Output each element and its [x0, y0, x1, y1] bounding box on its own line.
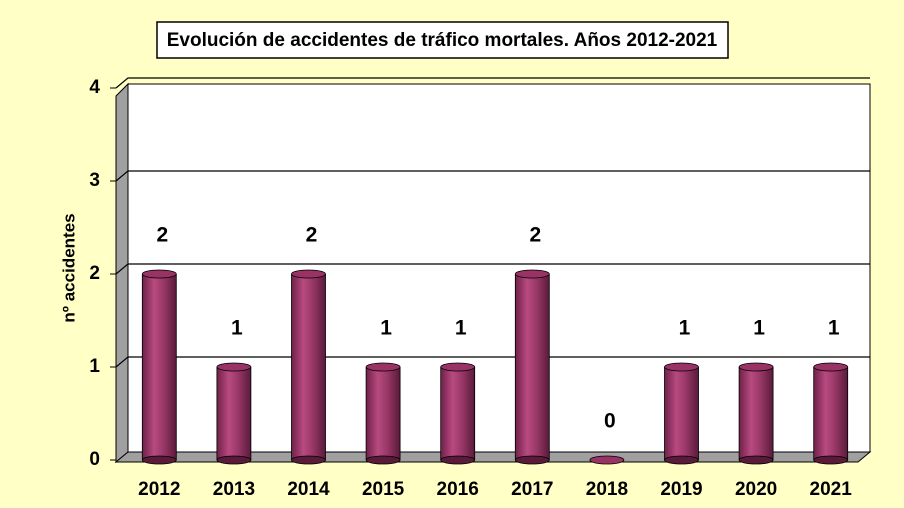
bar-body	[440, 367, 475, 460]
bar-top	[514, 269, 550, 279]
data-label: 0	[604, 410, 616, 433]
bar-body	[216, 367, 251, 460]
bar-top	[589, 455, 625, 465]
y-tick-label: 2	[89, 263, 100, 284]
data-label: 2	[529, 224, 541, 247]
bar-top	[440, 362, 476, 372]
x-tick-label: 2019	[660, 479, 702, 500]
bar-base	[514, 455, 550, 465]
x-tick-label: 2020	[735, 479, 777, 500]
y-tick-label: 3	[89, 170, 100, 191]
x-tick-label: 2015	[362, 479, 405, 500]
bar-body	[142, 274, 177, 460]
y-axis-label: nº accidentes	[59, 213, 78, 322]
data-label: 2	[156, 224, 168, 247]
x-tick-label: 2017	[511, 479, 553, 500]
grid-line	[115, 356, 870, 368]
grid-line	[115, 77, 870, 89]
data-label: 1	[231, 317, 243, 340]
title-box	[156, 21, 729, 59]
x-tick-label: 2016	[437, 479, 479, 500]
bar	[440, 362, 476, 465]
data-label: 1	[679, 317, 691, 340]
x-tick-label: 2018	[586, 479, 628, 500]
data-label: 1	[380, 317, 392, 340]
y-tick-label: 0	[89, 449, 100, 470]
y-tick-label: 4	[89, 77, 100, 98]
chart-title: Evolución de accidentes de tráfico morta…	[167, 30, 718, 51]
x-tick-label: 2013	[213, 479, 255, 500]
data-label: 1	[455, 317, 467, 340]
bar	[664, 362, 699, 465]
bar-base	[813, 455, 849, 465]
bar-base	[291, 455, 326, 465]
x-tick-label: 2012	[138, 479, 180, 500]
bar-body	[366, 367, 401, 460]
bar-body	[664, 367, 699, 460]
bar-body	[291, 274, 326, 460]
data-label: 1	[828, 317, 840, 340]
x-tick-label: 2021	[810, 479, 853, 500]
bar-top	[813, 362, 849, 372]
bar	[738, 362, 774, 465]
bar-top	[141, 269, 177, 279]
bar-base	[664, 455, 699, 465]
bar-body	[813, 367, 848, 460]
bar-base	[440, 455, 476, 465]
bar	[514, 269, 550, 465]
bar	[291, 269, 326, 465]
bar	[589, 455, 625, 465]
bar-body	[739, 367, 774, 460]
bar	[365, 362, 401, 465]
grid-line	[115, 263, 870, 275]
bar-base	[141, 455, 177, 465]
bar-top	[216, 362, 252, 372]
bar-top	[664, 362, 699, 372]
bar-base	[216, 455, 252, 465]
y-tick-label: 1	[89, 356, 100, 377]
data-label: 1	[753, 317, 765, 340]
x-tick-label: 2014	[287, 479, 330, 500]
data-label: 2	[306, 224, 318, 247]
bar-top	[365, 362, 401, 372]
grid-line	[115, 170, 870, 182]
bar-body	[515, 274, 550, 460]
bar-base	[365, 455, 401, 465]
bar-base	[738, 455, 774, 465]
bar	[141, 269, 177, 465]
bar	[813, 362, 849, 465]
bar	[216, 362, 252, 465]
bar-top	[738, 362, 774, 372]
bar-top	[291, 269, 326, 279]
